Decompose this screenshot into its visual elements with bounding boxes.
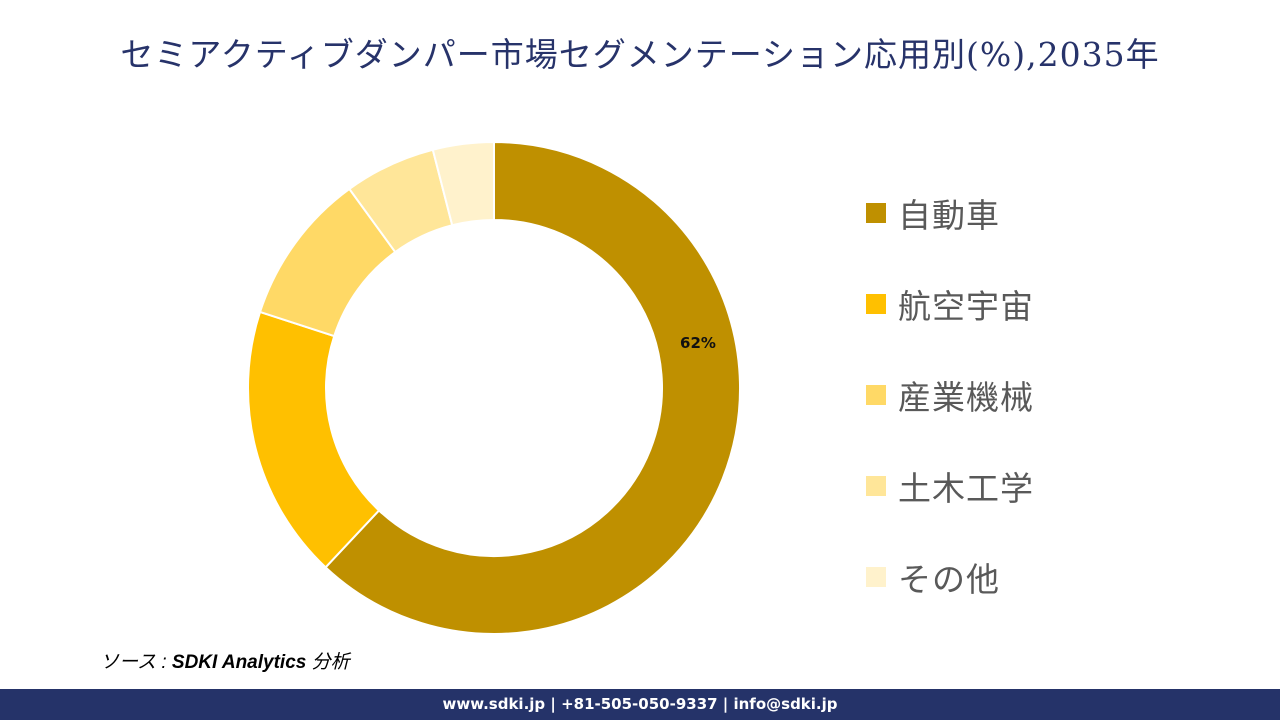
legend-swatch-icon xyxy=(866,476,886,496)
footer-contact-bar: www.sdki.jp | +81-505-050-9337 | info@sd… xyxy=(0,689,1280,720)
legend-swatch-icon xyxy=(866,567,886,587)
source-suffix: 分析 xyxy=(306,652,350,673)
legend-swatch-icon xyxy=(866,385,886,405)
chart-title: セミアクティブダンパー市場セグメンテーション応用別(%),2035年 xyxy=(120,35,1160,74)
data-label-automotive: 62% xyxy=(680,334,716,352)
donut-slice-4 xyxy=(431,140,495,227)
legend-swatch-icon xyxy=(866,203,886,223)
legend-item-automotive: 自動車 xyxy=(866,190,1034,236)
source-prefix: ソース : xyxy=(100,652,172,673)
donut-slices xyxy=(247,140,741,635)
source-note: ソース : SDKI Analytics 分析 xyxy=(100,647,350,674)
legend-label: その他 xyxy=(898,560,1000,599)
donut-slice-1 xyxy=(247,310,381,569)
legend-label: 航空宇宙 xyxy=(898,287,1034,326)
legend-label: 自動車 xyxy=(898,196,1000,235)
legend-item-civil: 土木工学 xyxy=(866,463,1034,509)
donut-chart: 62% xyxy=(247,140,741,635)
legend-label: 産業機械 xyxy=(898,378,1034,417)
legend: 自動車 航空宇宙 産業機械 土木工学 その他 xyxy=(866,190,1034,645)
legend-label: 土木工学 xyxy=(898,469,1034,508)
legend-item-others: その他 xyxy=(866,554,1034,600)
source-name: SDKI Analytics xyxy=(171,652,307,673)
legend-item-industrial: 産業機械 xyxy=(866,372,1034,418)
legend-swatch-icon xyxy=(866,294,886,314)
donut-slice-0 xyxy=(324,140,741,635)
legend-item-aerospace: 航空宇宙 xyxy=(866,281,1034,327)
